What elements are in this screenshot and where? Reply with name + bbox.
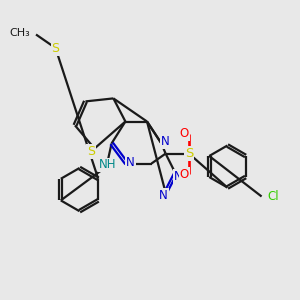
Text: O: O <box>180 127 189 140</box>
Text: N: N <box>126 155 135 169</box>
Text: O: O <box>180 167 189 181</box>
Text: CH₃: CH₃ <box>10 28 31 38</box>
Text: S: S <box>87 145 95 158</box>
Text: Cl: Cl <box>267 190 279 203</box>
Text: N: N <box>160 135 169 148</box>
Text: N: N <box>173 170 182 183</box>
Text: S: S <box>52 41 59 55</box>
Text: N: N <box>159 189 168 202</box>
Text: S: S <box>185 147 193 160</box>
Text: NH: NH <box>99 158 117 172</box>
